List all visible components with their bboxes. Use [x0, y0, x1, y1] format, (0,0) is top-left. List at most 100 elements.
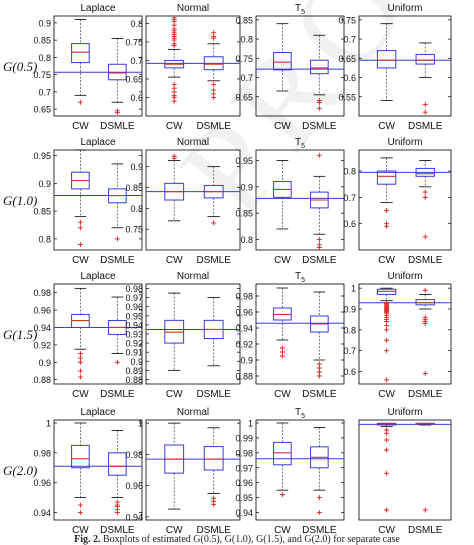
panel-2-4-cw-category-label: CW — [378, 255, 395, 266]
panel-3-3-title-subscript: 5 — [301, 277, 305, 284]
panel-4-3-ytick-label-4: 0.98 — [235, 448, 253, 458]
panel-2-1-title: Laplace — [80, 137, 115, 148]
panel-3-4-cw-outlier-19 — [384, 377, 390, 383]
panel-3-1-ytick-label-4: 0.96 — [33, 306, 51, 316]
panel-4-1-dsmle-category-label: DSMLE — [100, 525, 135, 534]
panel-1-1-title: Laplace — [80, 3, 115, 14]
panel-3-4-cw-outlier-17 — [384, 337, 390, 343]
panel-1-1-ytick-label-1: 0.7 — [38, 87, 51, 97]
panel-4-3-title-subscript: 5 — [301, 413, 305, 420]
panel-2-4-cw-outlier-0 — [384, 208, 390, 214]
panel-2-4-dsmle-category-label: DSMLE — [408, 255, 443, 266]
panel-4-1-cw-box — [71, 444, 90, 469]
panel-4-2-dsmle-box — [203, 446, 224, 471]
panel-4-3-ytick-label-6: 1 — [248, 418, 253, 428]
panel-2-2-dsmle-category-label: DSMLE — [196, 255, 231, 266]
caption-prefix: Fig. 2. — [74, 534, 101, 545]
panel-3-4-cw-outlier-16 — [384, 327, 390, 333]
panel-1-2-dsmle-outlier-6 — [211, 94, 217, 100]
panel-4-1-title: Laplace — [80, 407, 115, 418]
panel-4-1-ytick-label-3: 1 — [46, 418, 51, 428]
panel-4-3-dsmle-outlier-0 — [316, 495, 322, 501]
caption-text: Boxplots of estimated G(0.5), G(1.0), G(… — [103, 534, 400, 545]
panel-2-2-dsmle-outlier-0 — [211, 220, 217, 226]
panel-1-2-ytick-label-2: 0.7 — [130, 56, 143, 66]
panel-3-4-axes-frame — [358, 283, 452, 385]
panel-2-2-ytick-label-2: 0.85 — [125, 183, 143, 193]
panel-4-4-cw-outlier-4 — [384, 470, 390, 476]
panel-2-1-dsmle-category-label: DSMLE — [100, 255, 135, 266]
panel-4-1-ytick-label-1: 0.96 — [33, 478, 51, 488]
panel-1-1-ytick-label-3: 0.8 — [38, 53, 51, 63]
panel-2-1-cw-outlier-1 — [77, 225, 83, 231]
panel-1-4-ytick-label-0: 0.55 — [338, 92, 356, 102]
panel-3-1-ytick-label-1: 0.9 — [38, 358, 51, 368]
panel-2-1-ytick-label-0: 0.8 — [38, 234, 51, 244]
panel-3-1-title: Laplace — [80, 271, 115, 282]
panel-1-1-axes-frame — [53, 15, 143, 117]
panel-2-3-title-subscript: 5 — [301, 143, 305, 150]
panel-1-1-ytick-label-2: 0.75 — [33, 70, 51, 80]
panel-1-1-ytick-label-0: 0.65 — [33, 105, 51, 115]
panel-4-3-cw-outlier-0 — [279, 492, 285, 498]
panel-4-2-ytick-label-3: 1 — [138, 419, 143, 429]
panel-2-3-cw-category-label: CW — [274, 255, 291, 266]
panel-3-2-cw-category-label: CW — [166, 389, 183, 400]
panel-1-2-ytick-label-1: 0.65 — [125, 74, 143, 84]
panel-3-3-ytick-label-1: 0.9 — [240, 356, 253, 366]
panel-4-1-ytick-label-0: 0.94 — [33, 508, 51, 518]
panel-4-3-cw-box — [273, 441, 292, 466]
panel-3-1-cw-outlier-4 — [77, 374, 83, 380]
panel-3-4-dsmle-category-label: DSMLE — [408, 389, 443, 400]
panel-3-4-dsmle-outlier-0 — [422, 287, 428, 293]
panel-3-2-ytick-label-5: 0.93 — [125, 330, 143, 340]
panel-1-3-cw-category-label: CW — [274, 121, 291, 132]
panel-1-1-dsmle-box — [108, 63, 127, 81]
panel-4-4-dsmle-category-label: DSMLE — [408, 525, 443, 534]
panel-4-2-ytick-label-2: 0.98 — [125, 450, 143, 460]
panel-4-3-ytick-label-5: 0.99 — [235, 433, 253, 443]
panel-2-3-dsmle-outlier-3 — [316, 244, 322, 250]
panel-3-1-cw-category-label: CW — [72, 389, 89, 400]
panel-2-4-ytick-label-0: 0.6 — [343, 219, 356, 229]
panel-3-3-ytick-label-0: 0.88 — [235, 372, 253, 382]
panel-1-1-dsmle-category-label: DSMLE — [100, 121, 135, 132]
panel-3-2-ytick-label-3: 0.91 — [125, 348, 143, 358]
panel-3-1-cw-outlier-0 — [77, 351, 83, 357]
panel-2-2-cw-category-label: CW — [166, 255, 183, 266]
panel-2-1-cw-outlier-0 — [77, 219, 83, 225]
panel-2-4-ytick-label-2: 0.8 — [343, 167, 356, 177]
panel-4-2-ytick-label-0: 0.94 — [125, 512, 143, 522]
panel-3-1-cw-outlier-1 — [77, 355, 83, 361]
panel-3-4-ytick-label-0: 0.6 — [343, 367, 356, 377]
panel-4-4-cw-outlier-5 — [384, 507, 390, 513]
panel-4-4-title: Uniform — [387, 407, 422, 418]
panel-2-1-ytick-label-1: 0.85 — [33, 207, 51, 217]
panel-3-1-axes-frame — [53, 283, 143, 385]
panel-1-4-title: Uniform — [387, 3, 422, 14]
panel-2-4-ytick-label-1: 0.7 — [343, 193, 356, 203]
panel-3-1-cw-outlier-2 — [77, 359, 83, 365]
panel-3-1-ytick-label-5: 0.98 — [33, 288, 51, 298]
panel-1-1-row-label: G(0.5) — [3, 59, 37, 74]
panel-3-1-ytick-label-2: 0.92 — [33, 340, 51, 350]
panel-1-4-dsmle-category-label: DSMLE — [408, 121, 443, 132]
panel-2-3-dsmle-category-label: DSMLE — [302, 255, 337, 266]
panel-1-3-axes-frame — [255, 15, 345, 117]
panel-1-4-ytick-label-4: 0.75 — [338, 15, 356, 25]
panel-4-2-cw-category-label: CW — [166, 525, 183, 534]
panel-2-4-dsmle-outlier-0 — [422, 189, 428, 195]
panel-4-2-title: Normal — [177, 407, 209, 418]
panel-1-1-cw-box — [71, 43, 90, 64]
panel-2-3-ytick-label-0: 0.8 — [240, 235, 253, 245]
panel-3-1-ytick-label-3: 0.94 — [33, 323, 51, 333]
panel-4-4-cw-outlier-2 — [384, 437, 390, 443]
panel-3-3-ytick-label-3: 0.94 — [235, 324, 253, 334]
panel-1-1-cw-outlier-0 — [77, 99, 83, 105]
panel-1-3-dsmle-category-label: DSMLE — [302, 121, 337, 132]
panel-1-3-title: T5 — [295, 3, 305, 16]
panel-2-4-dsmle-outlier-1 — [422, 194, 428, 200]
panel-4-4-cw-outlier-1 — [384, 430, 390, 436]
panel-3-3-cw-category-label: CW — [274, 389, 291, 400]
